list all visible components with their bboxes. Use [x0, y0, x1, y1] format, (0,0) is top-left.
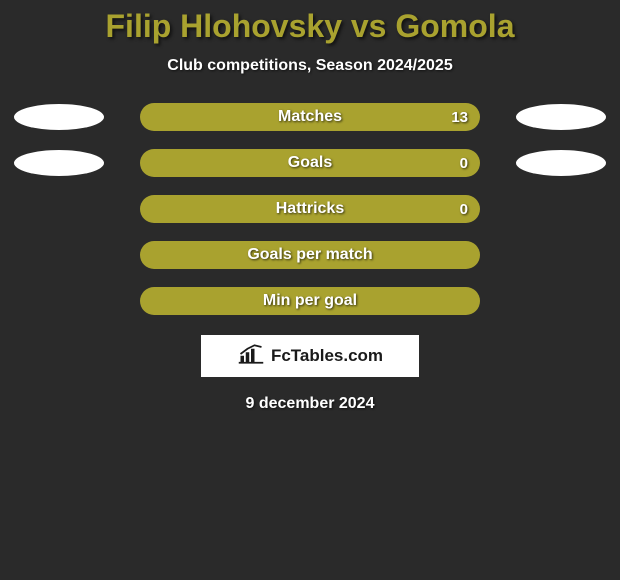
chart-icon — [237, 343, 265, 370]
page-title: Filip Hlohovsky vs Gomola — [106, 8, 515, 45]
comparison-card: Filip Hlohovsky vs Gomola Club competiti… — [0, 0, 620, 413]
brand-badge: FcTables.com — [201, 335, 419, 377]
stat-bar: Min per goal — [140, 287, 480, 315]
stat-value: 0 — [460, 155, 468, 172]
stat-row: Min per goal — [0, 287, 620, 315]
left-ellipse — [14, 150, 104, 176]
date-label: 9 december 2024 — [246, 395, 375, 413]
stat-bar: Hattricks 0 — [140, 195, 480, 223]
stat-value: 0 — [460, 201, 468, 218]
stat-label: Min per goal — [263, 292, 357, 310]
stat-label: Matches — [278, 108, 342, 126]
stat-bar: Goals per match — [140, 241, 480, 269]
stat-row: Goals 0 — [0, 149, 620, 177]
stat-rows: Matches 13 Goals 0 Hattricks 0 — [0, 103, 620, 315]
stat-bar: Goals 0 — [140, 149, 480, 177]
stat-label: Hattricks — [276, 200, 344, 218]
right-ellipse — [516, 150, 606, 176]
stat-row: Matches 13 — [0, 103, 620, 131]
brand-text: FcTables.com — [271, 346, 383, 366]
stat-value: 13 — [451, 109, 468, 126]
subtitle: Club competitions, Season 2024/2025 — [167, 57, 452, 75]
stat-row: Hattricks 0 — [0, 195, 620, 223]
stat-label: Goals per match — [247, 246, 372, 264]
stat-row: Goals per match — [0, 241, 620, 269]
stat-label: Goals — [288, 154, 332, 172]
stat-bar: Matches 13 — [140, 103, 480, 131]
left-ellipse — [14, 104, 104, 130]
right-ellipse — [516, 104, 606, 130]
